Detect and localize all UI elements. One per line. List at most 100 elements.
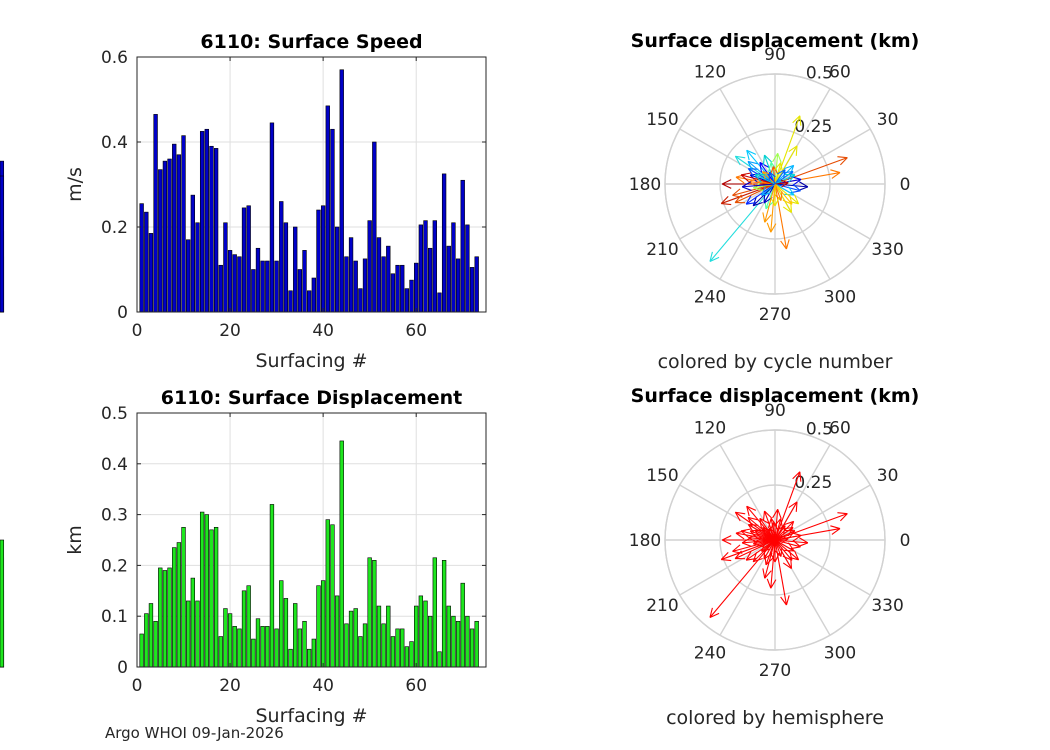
bar [139,203,144,313]
bar [190,194,196,313]
arrow-head [831,172,841,179]
arrow-shaft [774,183,799,205]
bar [358,636,363,668]
arrow-shaft [772,166,776,185]
bar [362,258,368,313]
arrow-shaft [742,183,776,188]
arrow-head [781,182,789,188]
bar [302,250,307,313]
arrow-head [709,612,720,619]
arrow-shaft [734,183,776,204]
y-tick-label: 0.4 [101,455,128,475]
bar [418,595,424,668]
y-tick-label: 0.4 [101,133,128,153]
x-tick-label: 40 [312,321,334,341]
arrow-head [753,187,764,192]
arrow-shaft [764,183,776,223]
arrow-head [764,214,772,223]
bar [465,615,470,668]
arrow-head [747,168,755,178]
arrow-head [784,164,794,170]
bar [334,226,340,313]
y-tick-label: 0 [117,303,128,323]
y-tick-label: 0.6 [101,48,128,68]
arrow-head [732,194,743,198]
arrow-head [732,550,743,554]
arrow-shaft [774,183,793,205]
arrow-shaft [774,183,782,201]
arrow-head [764,510,773,519]
arrow-head [735,155,746,159]
arrow-shaft [754,530,776,541]
arrow-head [774,196,780,207]
bar [144,211,149,313]
bar [404,646,410,668]
arrow-head [783,525,786,535]
bar [302,620,307,668]
bar [474,256,479,313]
arrow-head [761,186,766,196]
arrow-head [740,530,749,538]
arrow-head [741,181,751,188]
arrow-head [769,171,776,178]
x-axis-label: Surfacing # [255,705,367,727]
bar [269,504,275,668]
bar [381,256,386,313]
arrow-head [784,193,795,196]
arrow-head [759,161,769,168]
bar [176,542,182,668]
bar [320,580,326,668]
bar [344,623,349,668]
arrow-head [780,191,783,201]
displacement-arrow [774,156,848,185]
angle-label: 240 [694,288,726,308]
arrow-head [776,525,786,531]
arrow-head [793,550,800,561]
arrow-head [761,192,771,196]
arrow-shaft [721,183,776,205]
arrow-shaft [774,145,798,185]
angle-label: 120 [694,62,726,82]
bar [0,539,5,668]
angle-label: 300 [824,288,856,308]
arrow-head [746,506,750,517]
angle-label: 330 [871,240,903,260]
bar [293,226,298,313]
displacement-arrow [734,155,776,185]
arrow-head [721,535,732,541]
chart-caption: colored by hemisphere [666,707,884,729]
arrow-head [784,549,795,552]
arrow-head [734,194,742,203]
bar [148,603,154,668]
bar [0,175,5,313]
y-tick-label: 0.5 [101,404,128,424]
arrow-head [721,179,732,185]
arrow-head [746,505,757,511]
arrow-head [788,550,793,561]
arrow-shaft [721,539,776,561]
polar-spoke [679,539,776,596]
arrow-head [788,501,798,508]
arrow-head [746,558,757,561]
arrow-head [762,155,766,166]
polar-spoke [679,183,776,240]
bar [469,267,475,313]
bar [320,205,326,313]
bar [148,233,154,313]
arrow-head [720,196,729,204]
angle-label: 210 [646,596,678,616]
arrow-shaft [774,525,786,541]
bar [293,603,298,668]
arrow-head [787,171,794,181]
arrow-head [788,530,796,539]
arrow-head [784,520,794,526]
arrow-head [747,517,753,527]
displacement-arrow [772,509,782,541]
displacement-arrow [754,174,776,185]
displacement-arrow [774,539,795,552]
angle-label: 0 [900,531,911,551]
arrow-head [788,145,798,152]
bar [195,600,200,668]
arrow-head [767,162,772,173]
bar [390,273,396,313]
